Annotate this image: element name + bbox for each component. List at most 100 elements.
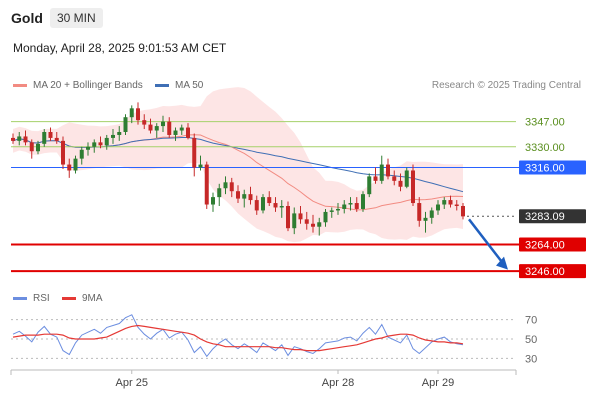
- ma9-swatch: [62, 297, 76, 300]
- candle-body: [111, 134, 115, 138]
- level-label-last: 3283.09: [525, 211, 565, 223]
- candle-body: [311, 223, 315, 227]
- rsi-line: [12, 314, 464, 358]
- rsi-legend-label: RSI: [33, 293, 50, 304]
- x-tick-label: Apr 25: [116, 377, 148, 389]
- candle-body: [442, 200, 447, 205]
- candle-body: [192, 137, 197, 168]
- bollinger-band-area: [13, 87, 463, 243]
- candle-body: [242, 194, 247, 199]
- level-label-support: 3264.00: [525, 239, 565, 251]
- candle-body: [329, 210, 334, 212]
- candle-body: [104, 137, 109, 146]
- candle-body: [98, 142, 103, 146]
- candle-body: [286, 206, 290, 229]
- candle-body: [136, 108, 140, 121]
- timeframe-badge[interactable]: 30 MIN: [50, 8, 103, 28]
- candle-body: [392, 176, 397, 181]
- candle-body: [254, 200, 259, 211]
- candle-body: [229, 182, 234, 192]
- ma50-legend-label: MA 50: [175, 80, 204, 91]
- candle-body: [154, 126, 159, 131]
- candle-body: [92, 142, 97, 147]
- rsi-tick-label: 30: [525, 353, 537, 365]
- candle-body: [198, 164, 203, 168]
- candle-body: [236, 191, 240, 199]
- candle-body: [73, 158, 78, 171]
- candle-body: [161, 121, 165, 127]
- candle-body: [454, 204, 459, 206]
- candle-body: [417, 203, 422, 221]
- candle-body: [123, 117, 128, 132]
- level-badge-current: [519, 160, 586, 175]
- candle-body: [354, 203, 359, 209]
- candle-body: [117, 132, 122, 135]
- candle-body: [298, 213, 303, 220]
- level-badge-last: [519, 209, 586, 224]
- x-tick-label: Apr 28: [322, 377, 354, 389]
- level-badge-support: [519, 237, 586, 252]
- candle-body: [304, 219, 309, 224]
- candle-body: [292, 213, 297, 229]
- candle-body: [386, 164, 390, 177]
- candle-body: [23, 136, 28, 143]
- candle-body: [42, 132, 47, 144]
- forecast-arrow-head: [496, 256, 508, 270]
- candle-body: [348, 203, 353, 205]
- candle-body: [167, 121, 172, 135]
- candle-body: [379, 164, 384, 181]
- candle-body: [367, 176, 372, 195]
- candle-body: [67, 164, 72, 171]
- candle-body: [323, 211, 328, 223]
- level-label-support: 3246.00: [525, 266, 565, 278]
- candle-body: [404, 170, 409, 187]
- forecast-arrow-shaft: [468, 218, 505, 266]
- candle-body: [179, 127, 184, 131]
- candle-body: [142, 120, 147, 125]
- candle-body: [267, 197, 272, 204]
- rsi-ma-line: [12, 324, 464, 352]
- candle-body: [317, 222, 322, 227]
- candle-body: [204, 164, 209, 205]
- candle-body: [217, 188, 222, 198]
- candle-body: [279, 206, 284, 208]
- candle-body: [36, 143, 40, 152]
- candle-body: [398, 180, 403, 187]
- candle-body: [11, 137, 15, 141]
- level-label-resistance: 3330.00: [525, 142, 565, 154]
- candle-body: [148, 124, 153, 131]
- candle-body: [86, 146, 90, 150]
- candle-body: [411, 170, 415, 204]
- price-legend-ma20: MA 20 + Bollinger Bands: [13, 80, 143, 91]
- level-badge-support: [519, 264, 586, 279]
- candle-body: [261, 197, 265, 211]
- candle-body: [436, 204, 440, 211]
- research-credit: Research © 2025 Trading Central: [431, 80, 581, 91]
- candle-body: [29, 142, 34, 152]
- ma9-legend-label: 9MA: [82, 293, 103, 304]
- candle-body: [173, 130, 178, 135]
- candle-body: [461, 206, 465, 217]
- candle-body: [342, 204, 347, 209]
- candle-body: [223, 182, 228, 189]
- candle-body: [48, 132, 53, 138]
- candle-body: [448, 200, 453, 205]
- candle-body: [361, 194, 365, 209]
- level-label-current: 3316.00: [525, 163, 565, 175]
- candle-body: [129, 108, 134, 118]
- rsi-swatch: [13, 297, 27, 300]
- rsi-legend-rsi: RSI: [13, 293, 50, 304]
- ma50-swatch: [155, 84, 169, 87]
- candle-body: [336, 208, 340, 211]
- rsi-tick-label: 70: [525, 315, 537, 327]
- price-legend-ma50: MA 50: [155, 80, 203, 91]
- candle-body: [79, 149, 84, 159]
- datetime-label: Monday, April 28, 2025 9:01:53 AM CET: [13, 41, 227, 55]
- candle-body: [211, 197, 215, 205]
- ma20-swatch: [13, 84, 27, 87]
- candle-body: [273, 203, 278, 208]
- candle-body: [248, 194, 253, 201]
- candle-body: [61, 140, 65, 165]
